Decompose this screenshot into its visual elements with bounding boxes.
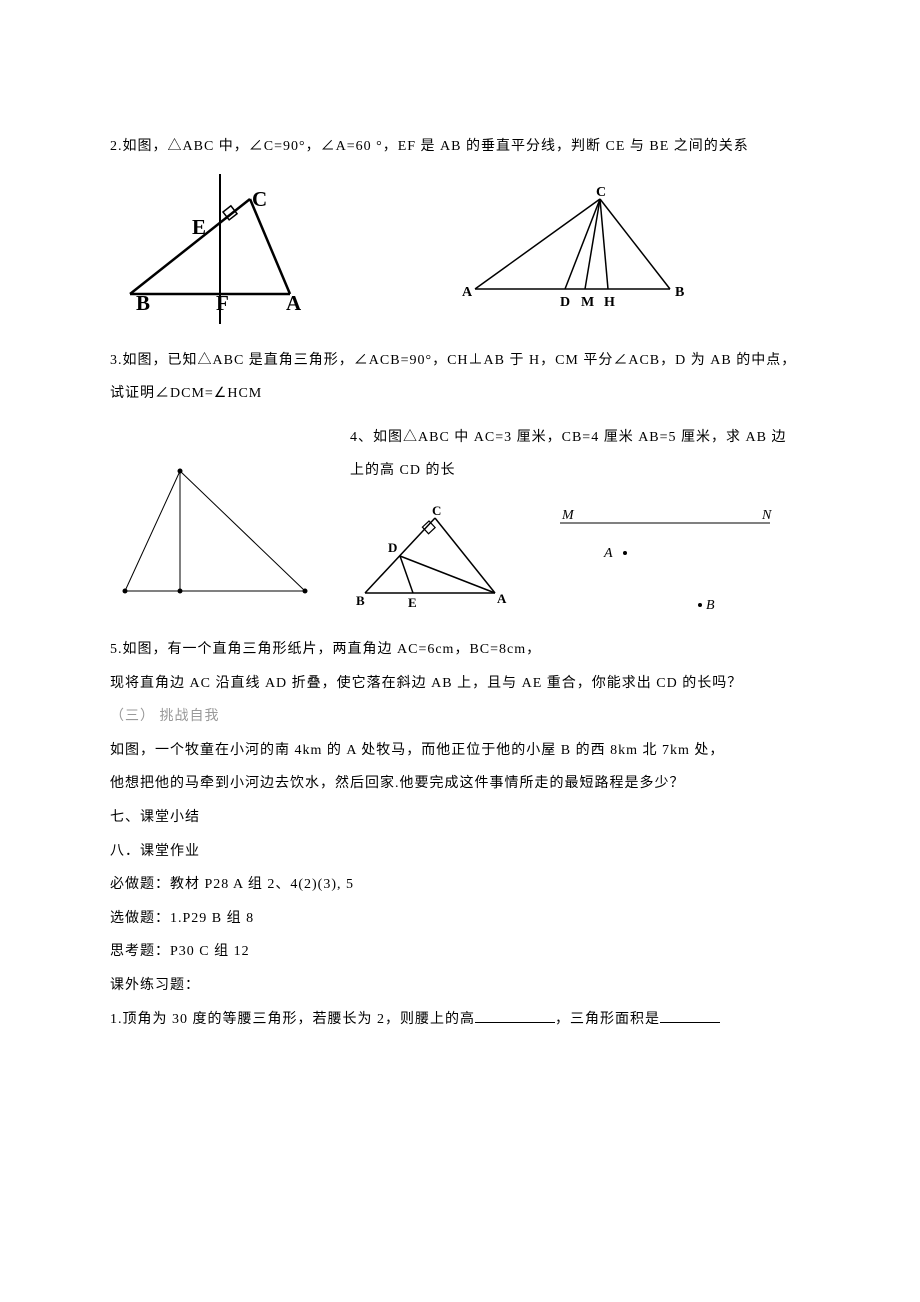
ex1-mid: ，三角形面积是 (555, 1012, 660, 1027)
label-b4: B (356, 593, 365, 608)
question-3-text: 3.如图，已知△ABC 是直角三角形，∠ACB=90°，CH⊥AB 于 H，CM… (110, 344, 810, 411)
line-mn-ab-figure: M N A B (550, 503, 780, 623)
exercise-1: 1.顶角为 30 度的等腰三角形，若腰长为 2，则腰上的高 ，三角形面积是 (110, 1003, 810, 1037)
label-a-point: A (603, 546, 613, 561)
triangle-bfa-ec-figure: B F A E C (110, 174, 310, 324)
label-f: F (216, 291, 229, 315)
section-8: 八．课堂作业 (110, 835, 810, 869)
label-a4: A (497, 591, 507, 606)
triangle-abc-dmh-figure: C A B D M H (460, 184, 690, 314)
label-h2: H (604, 295, 615, 310)
figure-row-q4: 4、如图△ABC 中 AC=3 厘米，CB=4 厘米 AB=5 厘米，求 AB … (110, 421, 810, 623)
question-4-text-1: 4、如图△ABC 中 AC=3 厘米，CB=4 厘米 AB=5 厘米，求 AB … (350, 421, 810, 455)
blank-2 (660, 1009, 720, 1023)
triangle-plain-figure (110, 451, 320, 611)
label-c4: C (432, 503, 441, 518)
label-b-point: B (706, 598, 715, 613)
optional-problems: 选做题：1.P29 B 组 8 (110, 902, 810, 936)
section-3-title: （三） 挑战自我 (110, 700, 810, 734)
ex1-prefix: 1.顶角为 30 度的等腰三角形，若腰长为 2，则腰上的高 (110, 1012, 475, 1027)
question-5-text-1: 5.如图，有一个直角三角形纸片，两直角边 AC=6cm，BC=8cm， (110, 633, 810, 667)
label-d4: D (388, 540, 397, 555)
label-a2: A (462, 285, 473, 300)
label-e: E (192, 215, 206, 239)
question-4-text-2: 上的高 CD 的长 (350, 454, 810, 488)
section-3-text-2: 他想把他的马牵到小河边去饮水，然后回家.他要完成这件事情所走的最短路程是多少？ (110, 767, 810, 801)
section-3-text-1: 如图，一个牧童在小河的南 4km 的 A 处牧马，而他正位于他的小屋 B 的西 … (110, 734, 810, 768)
question-5-text-2: 现将直角边 AC 沿直线 AD 折叠，使它落在斜边 AB 上，且与 AE 重合，… (110, 667, 810, 701)
label-a: A (286, 291, 302, 315)
question-2-text: 2.如图，△ABC 中，∠C=90°，∠A=60 °，EF 是 AB 的垂直平分… (110, 130, 810, 164)
label-e4: E (408, 595, 417, 610)
label-n-line: N (761, 508, 772, 523)
extra-problems: 课外练习题： (110, 969, 810, 1003)
figure-row-q2: B F A E C C A B D M H (110, 174, 810, 324)
label-m2: M (581, 295, 594, 310)
section-7: 七、课堂小结 (110, 801, 810, 835)
required-problems: 必做题：教材 P28 A 组 2、4(2)(3), 5 (110, 868, 810, 902)
triangle-bcda-figure: C D B E A (350, 503, 510, 613)
label-d2: D (560, 295, 570, 310)
q4-text-column: 4、如图△ABC 中 AC=3 厘米，CB=4 厘米 AB=5 厘米，求 AB … (350, 421, 810, 623)
thinking-problems: 思考题：P30 C 组 12 (110, 935, 810, 969)
label-b: B (136, 291, 150, 315)
blank-1 (475, 1009, 555, 1023)
label-c2: C (596, 185, 606, 200)
label-b2: B (675, 285, 684, 300)
label-m-line: M (561, 508, 575, 523)
label-c: C (252, 187, 267, 211)
